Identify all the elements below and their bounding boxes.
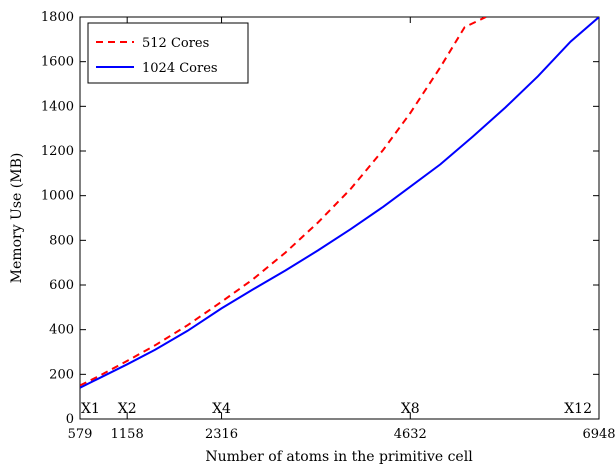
y-tick-label: 1000: [41, 189, 74, 204]
y-tick-label: 600: [49, 278, 74, 293]
legend-box: [87, 22, 249, 84]
size-marker-label: X8: [401, 401, 420, 417]
x-tick-label: 2316: [205, 427, 238, 442]
size-marker-label: X4: [212, 401, 231, 417]
legend-label-512-cores: 512 Cores: [142, 36, 209, 51]
legend: 512 Cores 1024 Cores: [87, 22, 249, 84]
size-marker-label: X1: [81, 401, 100, 417]
series-line-1024-cores: [80, 17, 599, 389]
plot-frame: [79, 16, 600, 420]
x-tick-label: 1158: [111, 427, 144, 442]
y-tick-label: 1200: [41, 144, 74, 159]
x-tick-label: 6948: [582, 427, 615, 442]
series-line-512-cores: [80, 17, 487, 387]
annotations-layer: X1 X2 X4 X8 X12: [81, 401, 592, 417]
x-tick-label: 4632: [394, 427, 427, 442]
x-axis-title: Number of atoms in the primitive cell: [205, 449, 473, 464]
size-marker-label: X12: [564, 401, 592, 417]
y-tick-label: 800: [49, 233, 74, 248]
x-axis-ticks: 579 1158 2316 4632 6948: [68, 17, 615, 442]
y-tick-label: 0: [66, 412, 74, 427]
x-tick-label: 579: [68, 427, 93, 442]
y-tick-label: 1600: [41, 55, 74, 70]
series-layer: [80, 17, 599, 389]
y-tick-label: 400: [49, 323, 74, 338]
legend-label-1024-cores: 1024 Cores: [142, 61, 218, 76]
y-axis-title: Memory Use (MB): [9, 153, 25, 284]
y-tick-label: 1800: [41, 10, 74, 25]
y-tick-label: 1400: [41, 99, 74, 114]
size-marker-label: X2: [118, 401, 137, 417]
y-tick-label: 200: [49, 367, 74, 382]
y-axis-ticks: 0 200 400 600 800 1000 1200 1400 1600 1800: [41, 10, 599, 427]
